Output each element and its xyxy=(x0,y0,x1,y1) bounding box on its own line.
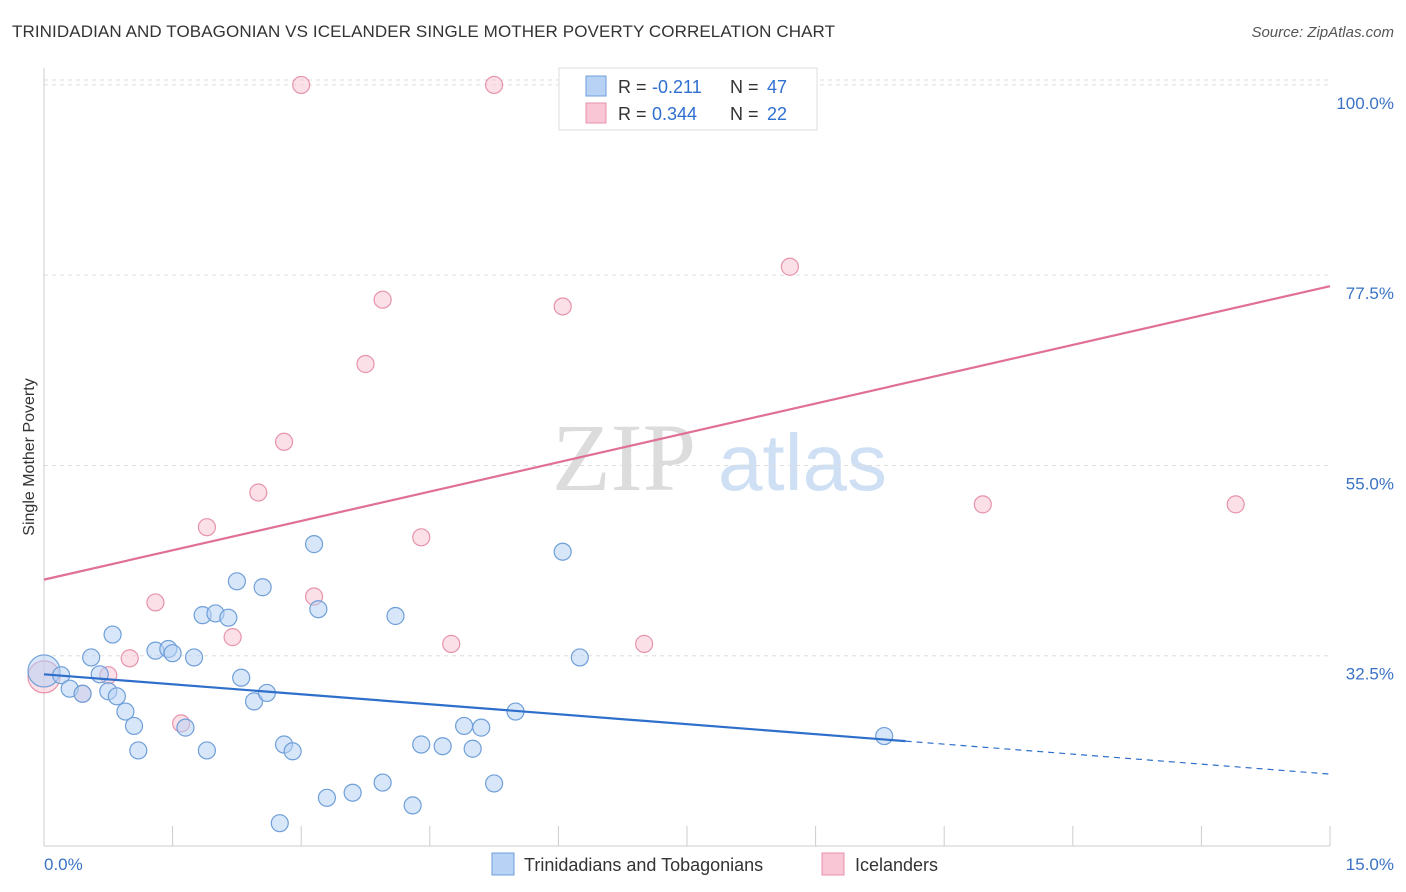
trinidadian-point xyxy=(433,737,452,756)
trinidadian-point xyxy=(454,716,474,736)
trinidadian-point xyxy=(103,625,122,644)
icelander-point xyxy=(223,628,242,647)
trinidadian-point xyxy=(412,735,431,754)
trinidadian-point xyxy=(253,578,272,597)
legend-n-label-1: N = xyxy=(730,77,759,97)
trinidadian-point xyxy=(472,718,491,737)
icelander-point xyxy=(635,634,654,653)
legend-r-label-2: R = xyxy=(618,104,647,124)
chart-source: Source: ZipAtlas.com xyxy=(1251,24,1394,41)
trinidadian-point xyxy=(73,684,92,703)
trinidadian-point xyxy=(184,648,204,667)
trinidadian-point xyxy=(244,692,264,711)
trinidadian-point xyxy=(219,608,238,627)
legend-n-value-2: 22 xyxy=(767,104,787,124)
y-tick-label: 77.5% xyxy=(1346,284,1394,303)
series-legend-swatch-pink xyxy=(821,852,845,876)
icelander-point xyxy=(485,75,504,95)
y-tick-label: 100.0% xyxy=(1336,94,1394,113)
trinidadian-point xyxy=(553,542,572,561)
legend-r-value-1: -0.211 xyxy=(652,77,702,97)
y-tick-labels: 32.5% 55.0% 77.5% 100.0% xyxy=(1336,94,1394,684)
trinidadian-point xyxy=(463,739,482,758)
legend-swatch-blue xyxy=(585,75,607,97)
trinidadian-point xyxy=(270,814,289,833)
trinidadian-point xyxy=(227,572,246,591)
chart-title: TRINIDADIAN AND TOBAGONIAN VS ICELANDER … xyxy=(12,22,836,41)
trinidadian-point xyxy=(304,535,324,554)
trinidadian-point xyxy=(176,718,195,737)
icelander-point xyxy=(274,432,294,451)
watermark-zip: ZIP xyxy=(552,404,696,511)
trinidadian-point xyxy=(875,726,894,746)
icelander-point xyxy=(780,257,799,276)
icelander-point xyxy=(412,528,431,547)
icelander-point xyxy=(553,297,572,316)
trinidadian-point xyxy=(116,702,135,721)
icelander-point xyxy=(973,495,992,514)
trinidadian-point xyxy=(197,741,216,760)
trinidadian-point xyxy=(343,783,362,802)
x-tick-label-max: 15.0% xyxy=(1346,855,1394,874)
trinidadian-point xyxy=(317,788,337,807)
icelander-point xyxy=(442,634,461,653)
trinidadian-point xyxy=(107,687,126,706)
series-legend-label-pink: Icelanders xyxy=(855,855,938,875)
legend-r-label-1: R = xyxy=(618,77,647,97)
trinidadian-point xyxy=(129,741,148,760)
icelander-point xyxy=(356,354,375,374)
icelander-point xyxy=(120,649,139,668)
x-ticks xyxy=(43,826,1331,846)
trinidadian-point xyxy=(232,668,251,687)
stats-legend: R = -0.211 N = 47 R = 0.344 N = 22 xyxy=(558,67,818,131)
trinidadian-point xyxy=(570,648,589,667)
legend-n-value-1: 47 xyxy=(767,77,787,97)
legend-n-label-2: N = xyxy=(730,104,759,124)
trend-lines xyxy=(43,285,1331,775)
trinidadian-point xyxy=(124,716,144,736)
trinidadian-point xyxy=(485,774,504,793)
x-tick-label-min: 0.0% xyxy=(44,855,83,874)
trinidadian-point xyxy=(386,606,405,626)
trinidadian-point xyxy=(403,796,422,815)
icelander-point xyxy=(292,75,311,95)
y-axis-label: Single Mother Poverty xyxy=(21,378,38,535)
trinidadian-point xyxy=(82,648,101,667)
icelander-point xyxy=(373,290,392,309)
icelander-trend-line xyxy=(43,285,1331,581)
trinidadian-trend-extension xyxy=(905,740,1331,775)
trinidadian-point xyxy=(90,665,109,684)
series-legend-swatch-blue xyxy=(491,852,515,876)
y-tick-label: 32.5% xyxy=(1346,665,1394,684)
icelander-point xyxy=(249,483,268,502)
legend-r-value-2: 0.344 xyxy=(652,104,697,124)
watermark: ZIP atlas xyxy=(552,404,887,511)
legend-swatch-pink xyxy=(585,102,607,124)
trinidadian-point xyxy=(309,600,328,619)
trinidadian-point xyxy=(163,644,182,663)
series-legend-label-blue: Trinidadians and Tobagonians xyxy=(524,855,763,875)
icelander-point xyxy=(197,518,216,537)
icelander-point xyxy=(1226,495,1245,514)
series-legend: Trinidadians and Tobagonians Icelanders xyxy=(491,852,938,876)
trinidadian-trend-line xyxy=(43,673,906,743)
trinidadian-point xyxy=(373,773,392,792)
trinidadian-point xyxy=(283,742,302,761)
icelander-point xyxy=(146,593,165,612)
y-tick-label: 55.0% xyxy=(1346,474,1394,493)
watermark-atlas: atlas xyxy=(718,418,887,507)
gridlines xyxy=(44,79,1330,657)
